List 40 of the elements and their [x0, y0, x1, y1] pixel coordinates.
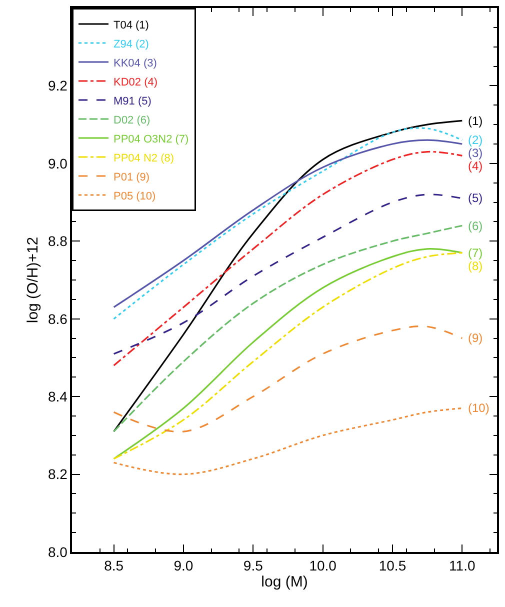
- annotation: (7): [468, 246, 483, 260]
- annotation: (6): [468, 219, 483, 233]
- line-series: [113, 325, 463, 433]
- legend-label: KD02 (4): [114, 76, 158, 88]
- x-tick-label: 9.5: [243, 558, 264, 574]
- line-series: [113, 224, 463, 432]
- y-tick-label: 8.6: [48, 310, 68, 327]
- annotation: (8): [468, 259, 483, 273]
- legend-label: P01 (9): [114, 171, 150, 184]
- y-tick-label: 8.2: [48, 466, 68, 482]
- legend-label: P05 (10): [114, 190, 156, 202]
- y-tick-label: 9.2: [48, 78, 68, 94]
- x-tick-label: 11.0: [449, 558, 476, 574]
- y-tick-label: 9.0: [48, 155, 68, 172]
- line-series: [113, 407, 463, 476]
- y-tick-label: 8.4: [48, 388, 68, 404]
- annotation: (9): [468, 331, 483, 345]
- y-axis-title: log (O/H)+12: [24, 236, 42, 324]
- legend-label: KK04 (3): [114, 57, 157, 70]
- y-tick-label: 8.8: [48, 233, 68, 250]
- y-tick-label: 8.0: [48, 544, 68, 560]
- legend-label: M91 (5): [114, 95, 152, 108]
- legend-label: PP04 N2 (8): [114, 152, 174, 164]
- x-tick-label: 10.5: [378, 558, 406, 574]
- annotation: (3): [468, 146, 483, 160]
- legend-label: Z94 (2): [114, 38, 149, 50]
- annotation: (2): [468, 133, 483, 147]
- annotation: (4): [468, 159, 483, 173]
- x-axis-title: log (M): [261, 574, 308, 591]
- line-series: [113, 150, 463, 366]
- legend-label: D02 (6): [114, 114, 150, 126]
- x-tick-label: 8.5: [104, 558, 124, 574]
- annotation: (10): [468, 401, 490, 415]
- legend-label: T04 (1): [114, 19, 149, 32]
- legend-label: PP04 O3N2 (7): [114, 133, 189, 146]
- annotation: (1): [468, 114, 483, 128]
- line-series: [113, 194, 463, 355]
- annotation: (5): [468, 191, 483, 205]
- x-tick-label: 10.0: [309, 558, 337, 574]
- x-tick-label: 9.0: [174, 558, 194, 574]
